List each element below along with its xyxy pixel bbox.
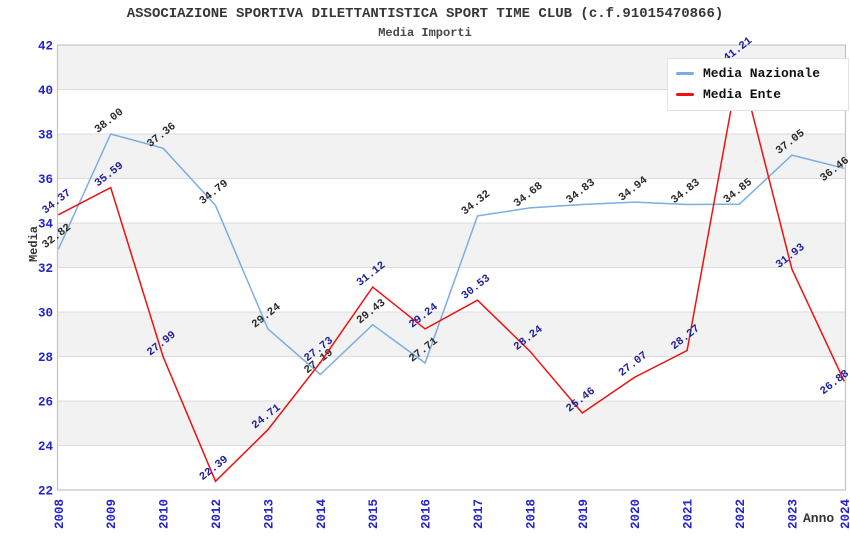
x-tick-label: 2023 [786, 499, 800, 529]
y-tick-label: 38 [38, 129, 53, 143]
legend-item-media-nazionale: Media Nazionale [668, 63, 848, 84]
x-tick-label: 2022 [734, 499, 748, 529]
media-nazionale-line-swatch-icon [676, 72, 694, 75]
y-tick-label: 32 [38, 262, 53, 276]
x-tick-label: 2016 [420, 499, 434, 529]
x-tick-label: 2009 [105, 499, 119, 529]
x-tick-label: 2024 [839, 499, 850, 530]
grid-band [57, 223, 846, 268]
y-tick-label: 24 [38, 440, 54, 454]
series-line-media-ente [57, 62, 845, 483]
y-tick-label: 30 [38, 307, 53, 321]
x-tick-label: 2018 [524, 499, 538, 529]
plot-frame [56, 44, 847, 491]
y-tick-label: 42 [38, 40, 53, 54]
grid-band [57, 401, 846, 446]
chart-title: ASSOCIAZIONE SPORTIVA DILETTANTISTICA SP… [126, 6, 724, 22]
x-tick-label: 2017 [472, 499, 486, 529]
grid-band [57, 445, 846, 490]
x-tick-label: 2014 [315, 499, 329, 530]
y-axis-title: Media [27, 226, 41, 263]
grid-band [57, 312, 846, 357]
x-tick-label: 2008 [53, 499, 67, 529]
chart-subtitle: Media Importi [378, 26, 472, 40]
y-tick-label: 36 [38, 173, 53, 187]
x-tick-label: 2012 [210, 499, 224, 529]
media-ente-line-swatch-icon [676, 93, 694, 96]
y-tick-label: 34 [38, 218, 54, 232]
legend-item-media-ente: Media Ente [668, 84, 848, 105]
y-tick-label: 22 [38, 485, 53, 499]
x-tick-label: 2015 [367, 499, 381, 529]
chart-legend: Media Nazionale Media Ente [667, 58, 849, 111]
y-tick-label: 40 [38, 84, 53, 98]
legend-label: Media Ente [703, 87, 782, 102]
x-tick-label: 2020 [629, 499, 643, 529]
grid-band [57, 134, 846, 179]
x-tick-label: 2010 [158, 499, 172, 529]
legend-label: Media Nazionale [703, 66, 821, 81]
x-axis-title: Anno [803, 511, 835, 526]
x-tick-label: 2013 [262, 499, 276, 529]
x-tick-label: 2019 [577, 499, 591, 529]
grid-band [57, 356, 846, 401]
y-tick-label: 26 [38, 396, 53, 410]
x-tick-label: 2021 [682, 499, 696, 529]
y-tick-label: 28 [38, 351, 53, 365]
